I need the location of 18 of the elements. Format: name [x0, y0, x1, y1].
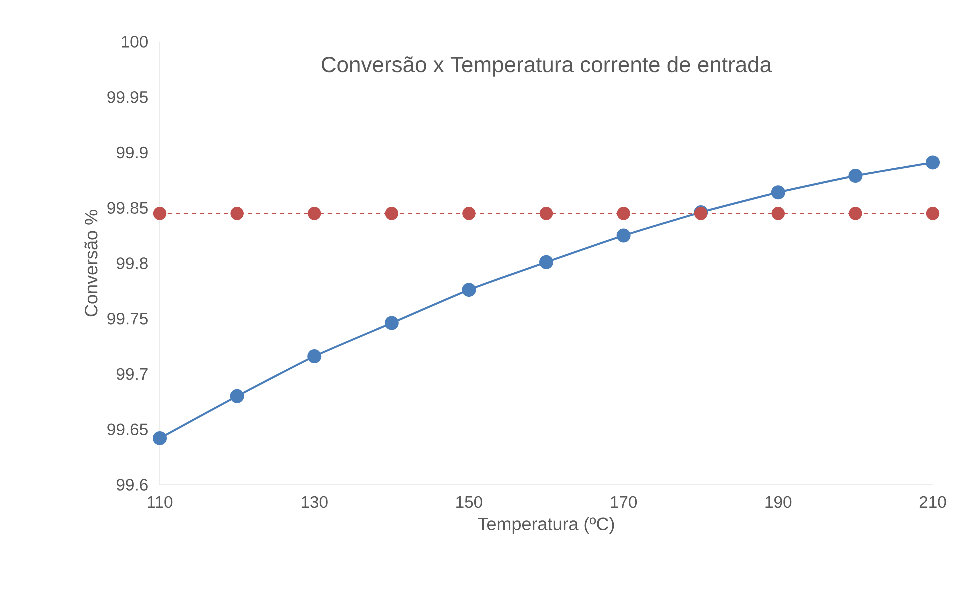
y-tick-label: 99.7 — [116, 368, 148, 380]
x-tick-label: 170 — [611, 496, 638, 508]
y-tick-label: 99.9 — [116, 146, 148, 159]
y-tick-label: 99.8 — [116, 258, 148, 270]
x-tick-label: 130 — [302, 496, 328, 508]
x-tick-label: 190 — [766, 496, 792, 508]
y-tick-label: 99.6 — [116, 479, 148, 491]
x-axis-title: Temperatura (ºC) — [478, 517, 614, 534]
y-tick-label: 99.75 — [108, 312, 148, 325]
x-tick-label: 110 — [148, 496, 173, 508]
y-tick-label: 99.85 — [108, 202, 148, 214]
y-axis-title: Conversão % — [84, 210, 98, 317]
y-tick-label: 99.65 — [108, 424, 148, 436]
text: Conversão x Temperatura corrente de entrada — [322, 56, 772, 77]
y-tick-label: 99.95 — [108, 91, 148, 104]
x-tick-label: 210 — [920, 496, 946, 508]
x-tick-label: 150 — [456, 496, 482, 508]
y-tick-label: 100 — [122, 36, 148, 48]
